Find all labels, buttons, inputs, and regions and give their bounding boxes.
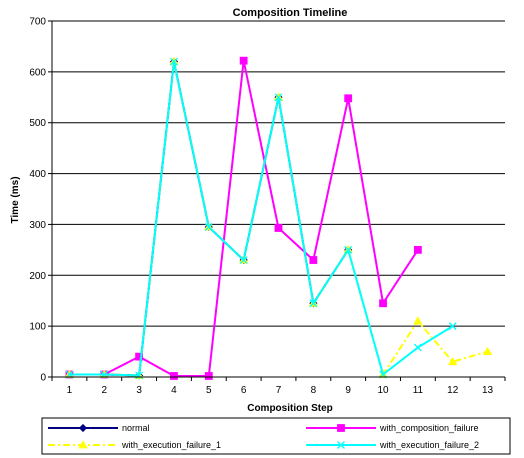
legend-label: normal: [122, 423, 150, 433]
series-layer: [64, 56, 493, 380]
series-with_execution_failure_2: [65, 57, 457, 380]
data-point: [448, 322, 457, 331]
data-point: [170, 372, 178, 380]
series-line: [69, 60, 454, 377]
data-point: [309, 299, 318, 308]
legend-marker: [337, 441, 345, 449]
marker-stroke: [204, 223, 213, 231]
data-point: [239, 256, 248, 264]
legend-box: [41, 417, 511, 455]
x-tick-label: 8: [311, 385, 317, 396]
x-tick-label: 10: [377, 385, 389, 396]
marker-stroke: [170, 57, 178, 66]
legend-marker: [337, 424, 345, 432]
y-tick-label: 0: [40, 373, 46, 384]
data-point: [413, 343, 422, 352]
data-point: [448, 356, 458, 366]
y-tick-label: 100: [29, 322, 46, 333]
chart-title: Composition Timeline: [233, 7, 348, 19]
y-axis-title: Time (ms): [10, 176, 21, 223]
x-tick-label: 3: [136, 385, 142, 396]
series-with_composition_failure: [65, 56, 422, 380]
marker-stroke: [135, 371, 144, 380]
x-tick-label: 2: [101, 385, 107, 396]
data-point: [344, 245, 353, 254]
series-line: [69, 60, 350, 377]
x-tick-label: 5: [206, 385, 212, 396]
series-line: [69, 60, 488, 377]
legend-label: with_composition_failure: [379, 423, 479, 433]
data-point: [309, 256, 318, 264]
x-tick-label: 6: [241, 385, 247, 396]
marker-stroke: [413, 343, 422, 352]
data-point: [239, 56, 248, 65]
x-tick-label: 12: [447, 385, 459, 396]
marker-stroke: [337, 441, 345, 449]
marker-stroke: [448, 322, 457, 331]
y-tick-label: 400: [29, 169, 46, 180]
x-tick-label: 7: [276, 385, 282, 396]
x-tick-label: 4: [171, 385, 177, 396]
x-tick-label: 11: [413, 385, 424, 396]
data-point: [274, 93, 283, 102]
legend-item: normal: [48, 423, 150, 433]
series-with_execution_failure_1: [64, 56, 493, 379]
data-point: [413, 245, 422, 254]
data-point: [135, 352, 144, 361]
series-normal: [65, 57, 353, 380]
marker-stroke: [274, 93, 283, 102]
series-line: [69, 59, 419, 377]
legend-item: with_composition_failure: [306, 423, 479, 433]
data-point: [482, 346, 493, 355]
data-point: [170, 57, 178, 66]
y-tick-label: 500: [29, 118, 46, 129]
legend-marker: [78, 440, 88, 449]
x-tick-label: 1: [67, 385, 73, 396]
data-point: [274, 224, 283, 232]
marker-stroke: [239, 256, 248, 264]
x-tick-label: 13: [482, 385, 494, 396]
data-point: [344, 94, 353, 103]
data-point: [135, 371, 144, 380]
marker-stroke: [344, 245, 353, 254]
y-tick-label: 200: [29, 271, 46, 282]
legend-item: with_execution_failure_2: [306, 440, 479, 450]
y-tick-label: 300: [29, 220, 46, 231]
legend-item: with_execution_failure_1: [48, 440, 221, 450]
legend-label: with_execution_failure_2: [379, 440, 479, 450]
grid: [52, 20, 505, 327]
legend-label: with_execution_failure_1: [121, 440, 221, 450]
legend-marker: [78, 423, 88, 433]
y-tick-label: 700: [29, 17, 46, 28]
marker-stroke: [309, 299, 318, 308]
x-axis-title: Composition Step: [247, 403, 333, 414]
legend: normal with_composition_failure with_execu…: [41, 417, 511, 455]
data-point: [204, 223, 213, 231]
data-point: [379, 299, 387, 308]
data-point: [204, 372, 213, 380]
y-tick-label: 600: [29, 67, 46, 78]
data-point: [413, 316, 423, 325]
x-tick-label: 9: [345, 385, 351, 396]
